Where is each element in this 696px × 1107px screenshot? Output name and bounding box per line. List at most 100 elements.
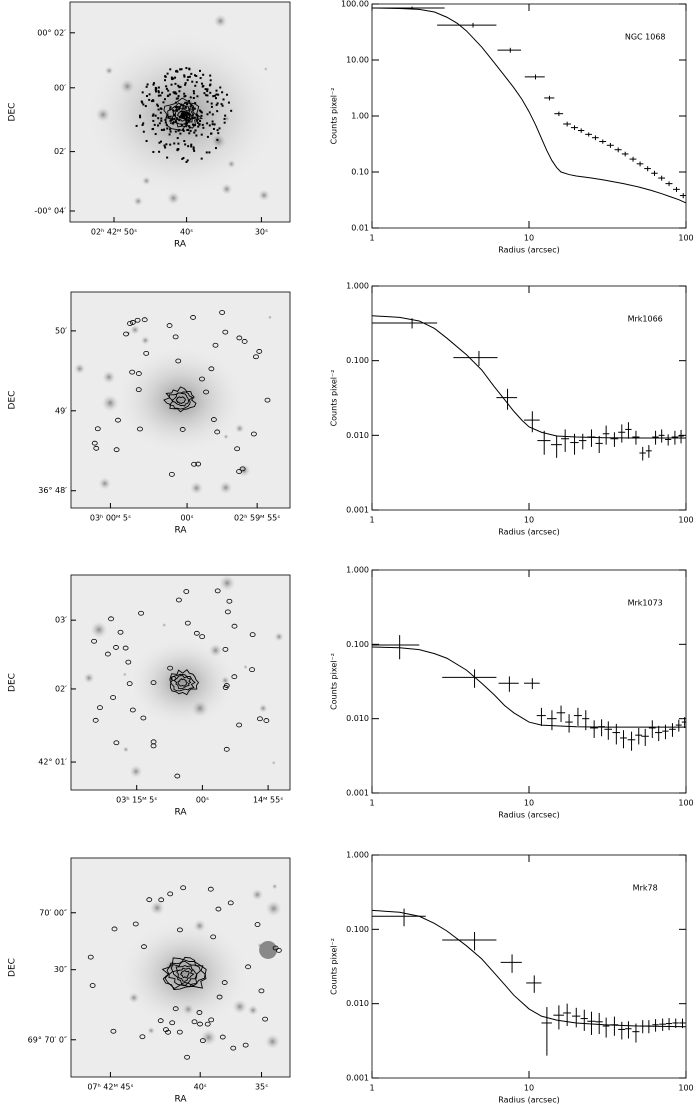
contour-speck xyxy=(185,119,188,122)
contour-speck xyxy=(184,122,187,125)
contour-speck xyxy=(202,73,205,76)
contour-speck xyxy=(192,124,195,127)
contour-island xyxy=(140,715,147,721)
contour-island xyxy=(204,1021,211,1027)
contour-speck xyxy=(169,68,172,71)
contour-speck xyxy=(182,111,185,114)
x-axis-label: Radius (arcsec) xyxy=(498,246,560,255)
contour-island xyxy=(230,1045,237,1051)
contour-speck xyxy=(166,156,169,159)
contour-speck xyxy=(193,149,196,152)
contour-speck xyxy=(192,90,195,93)
contour-speck xyxy=(178,116,181,119)
contour-speck xyxy=(166,127,169,130)
contour-speck xyxy=(180,68,183,71)
contour-speck xyxy=(139,116,142,119)
contour-speck xyxy=(196,118,199,121)
contour-speck xyxy=(223,117,226,120)
y-tick-label: 0.010 xyxy=(346,714,369,723)
field-star xyxy=(182,1003,195,1016)
field-star xyxy=(73,362,86,375)
x-axis-label: RA xyxy=(174,1095,187,1105)
contour-speck xyxy=(209,79,212,82)
contour-speck xyxy=(151,114,154,117)
contour-island xyxy=(87,954,94,960)
contour-speck xyxy=(188,125,191,128)
contour-speck xyxy=(199,110,202,113)
contour-island xyxy=(195,461,202,467)
contour-speck xyxy=(217,93,220,96)
contour-speck xyxy=(151,99,154,102)
field-star xyxy=(251,888,264,901)
contour-speck xyxy=(169,128,172,131)
y-tick-label: 0.100 xyxy=(346,356,369,365)
y-tick-label: 10.00 xyxy=(346,56,369,65)
contour-speck xyxy=(188,113,191,116)
contour-speck xyxy=(182,104,185,107)
contour-speck xyxy=(156,104,159,107)
contour-speck xyxy=(219,86,222,89)
contour-speck xyxy=(211,123,214,126)
contour-speck xyxy=(160,117,163,120)
contour-island xyxy=(242,1042,249,1048)
contour-island xyxy=(104,651,111,657)
contour-island xyxy=(93,445,100,451)
y-axis-label: Counts pixel⁻² xyxy=(330,370,339,427)
contour-island xyxy=(141,317,148,323)
field-star xyxy=(83,672,95,684)
contour-speck xyxy=(190,145,193,148)
contour-speck xyxy=(194,84,197,87)
contour-speck xyxy=(222,98,225,101)
field-star xyxy=(193,919,207,933)
y-tick-label: 0.010 xyxy=(346,999,369,1008)
field-star xyxy=(122,672,127,677)
contour-speck xyxy=(215,89,218,92)
x-tick-label: 02ʰ 59ᴹ 55ˢ xyxy=(234,514,280,523)
contour-island xyxy=(203,389,209,395)
field-star xyxy=(129,324,141,335)
y-tick-label: 42° 01′ xyxy=(38,758,67,767)
contour-speck xyxy=(215,93,218,96)
contour-speck xyxy=(182,107,185,110)
x-axis-label: RA xyxy=(174,808,187,818)
x-tick-label: 00ˢ xyxy=(196,796,209,805)
contour-island xyxy=(236,469,243,474)
contour-island xyxy=(219,310,226,315)
contour-island xyxy=(249,632,256,638)
contour-speck xyxy=(158,122,161,125)
contour xyxy=(163,97,203,131)
contour-speck xyxy=(220,103,223,106)
contour-speck xyxy=(178,90,181,93)
contour-island xyxy=(167,665,173,671)
x-tick-label: 1 xyxy=(369,516,374,525)
contour-speck xyxy=(190,72,193,75)
y-tick-label: 0.10 xyxy=(351,168,369,177)
contour-speck xyxy=(165,85,168,88)
x-axis-label: RA xyxy=(174,240,187,250)
contour-speck xyxy=(221,104,224,107)
image-frame xyxy=(69,1,291,223)
field-star xyxy=(166,191,181,205)
contour-speck xyxy=(190,143,193,146)
contour-speck xyxy=(168,133,171,136)
contour-island xyxy=(89,983,96,988)
contour-island xyxy=(125,659,132,665)
contour-island xyxy=(239,466,246,472)
contour-speck xyxy=(210,132,213,135)
y-axis-label: DEC xyxy=(8,958,18,977)
contour-speck xyxy=(174,82,177,85)
contour-speck xyxy=(175,69,178,72)
x-tick-label: 10 xyxy=(524,516,534,525)
contour-speck xyxy=(206,135,209,138)
contour-speck xyxy=(202,84,205,87)
contour-island xyxy=(168,471,175,477)
annotation: Mrk1066 xyxy=(628,315,663,324)
contour-island xyxy=(208,366,215,372)
contour-island xyxy=(199,376,205,382)
field-star xyxy=(220,675,230,685)
contour-speck xyxy=(213,123,216,126)
contour-speck xyxy=(206,122,209,125)
contour-island xyxy=(138,610,144,616)
galaxy-glow xyxy=(114,344,247,456)
contour-speck xyxy=(206,100,209,103)
